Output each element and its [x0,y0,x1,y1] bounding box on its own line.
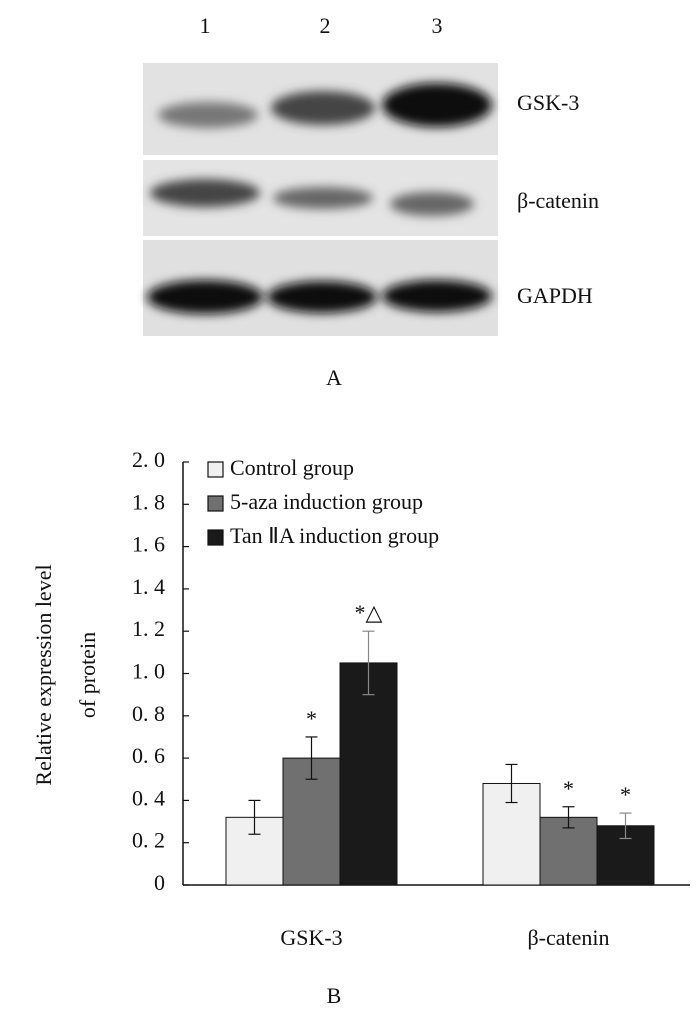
y-tick-label: 1. 6 [132,532,165,557]
significance-label: *△ [355,600,383,625]
band [158,102,258,128]
lane-label: 3 [432,13,443,38]
protein-label: GAPDH [517,283,593,308]
significance-label: * [620,782,631,807]
western-blot: 1 2 3 GSK-3 β-catenin GAPDH A [143,13,599,390]
legend-label: Tan ⅡA induction group [230,523,439,548]
lane-label: 1 [200,13,211,38]
band [382,280,492,312]
y-tick-label: 1. 2 [132,616,165,641]
protein-label: β-catenin [517,188,599,213]
y-tick-label: 0. 4 [132,785,165,810]
protein-label: GSK-3 [517,90,579,115]
band [271,91,375,125]
band [147,280,263,314]
y-tick-label: 1. 4 [132,574,165,599]
panel-label: B [327,983,342,1008]
significance-label: * [306,706,317,731]
legend-swatch [207,461,224,478]
y-tick-label: 0 [154,870,165,895]
band [390,192,474,216]
legend-swatch [207,495,224,512]
bar [539,816,598,886]
y-tick-label: 0. 6 [132,743,165,768]
significance-label: * [563,776,574,801]
y-tick-label: 0. 2 [132,828,165,853]
y-tick-label: 2. 0 [132,447,165,472]
x-tick-label: β-catenin [527,925,609,950]
legend-label: Control group [230,455,354,480]
y-tick-label: 1. 8 [132,489,165,514]
legend-swatch [207,529,224,546]
y-axis-label: Relative expression level [31,564,56,785]
panel-label: A [326,365,342,390]
y-axis-label: of protein [75,632,100,718]
y-tick-label: 1. 0 [132,659,165,684]
band [382,83,492,127]
bar-chart: B Relative expression level of protein [31,564,341,1008]
x-tick-label: GSK-3 [280,925,342,950]
legend-label: 5-aza induction group [230,489,423,514]
bar [339,662,398,886]
y-tick-label: 0. 8 [132,701,165,726]
band [267,281,377,313]
band [150,179,260,207]
lane-label: 2 [320,13,331,38]
band [273,187,373,209]
